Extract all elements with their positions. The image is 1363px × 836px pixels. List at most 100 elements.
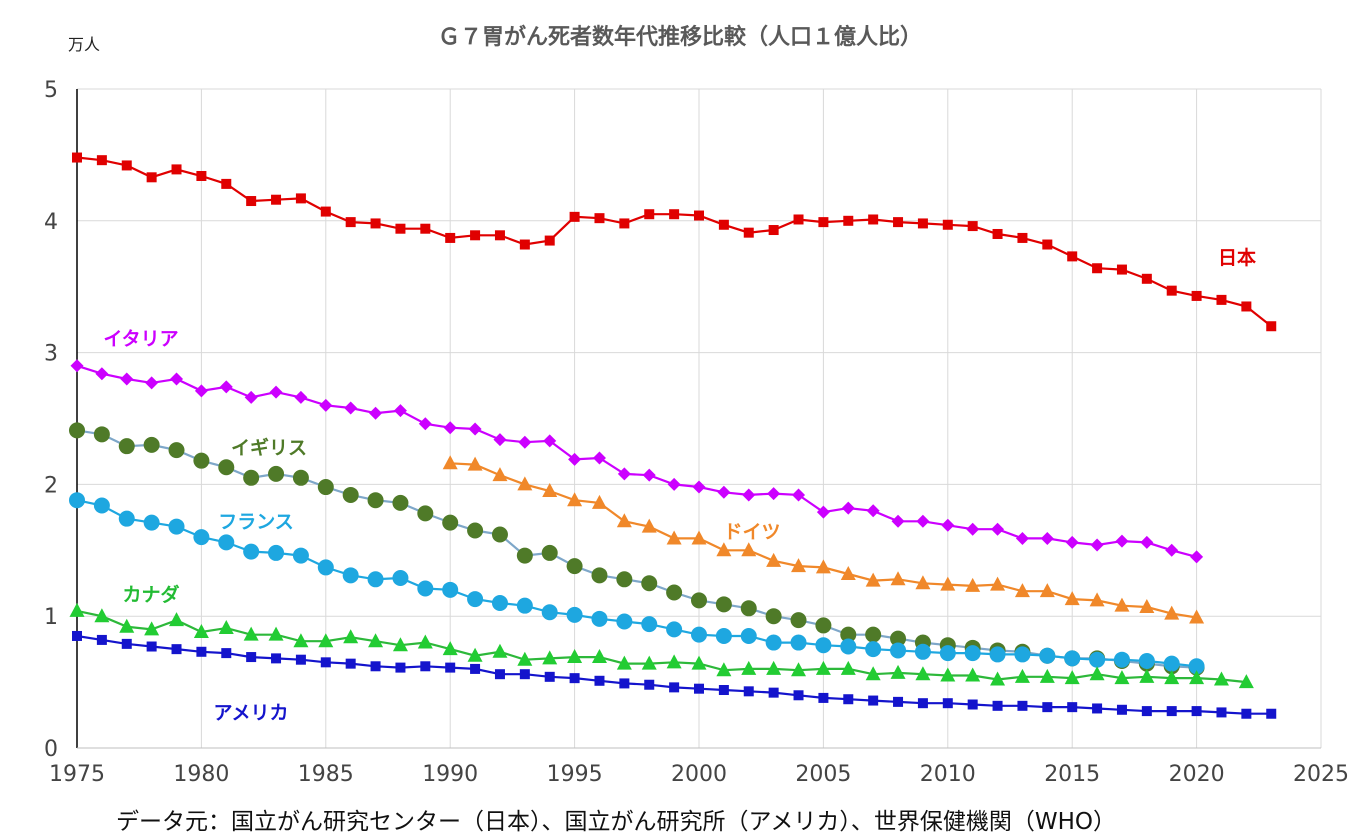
data-point [743, 227, 754, 238]
data-point [518, 435, 532, 449]
data-point [1216, 294, 1227, 305]
data-point [143, 436, 160, 453]
data-point [368, 633, 384, 648]
data-point [369, 406, 383, 420]
data-point [890, 571, 906, 586]
series-label: イギリス [231, 437, 307, 459]
data-point [494, 669, 505, 680]
data-point [1039, 647, 1056, 664]
data-point [890, 642, 907, 659]
data-point [1138, 653, 1155, 670]
data-point [644, 209, 655, 220]
data-point [370, 661, 381, 672]
data-point [569, 673, 580, 684]
data-point [617, 467, 631, 481]
data-point [295, 193, 306, 204]
data-point [367, 571, 384, 588]
data-point [1266, 321, 1277, 332]
data-point [715, 627, 732, 644]
data-point [317, 559, 334, 576]
data-point [246, 652, 257, 663]
data-point [718, 685, 729, 696]
data-point [840, 626, 857, 643]
data-point [591, 567, 608, 584]
data-point [767, 487, 781, 501]
data-point [566, 558, 583, 575]
x-tick-label: 2000 [671, 762, 727, 787]
data-point [965, 667, 981, 682]
data-point [591, 649, 607, 664]
series-label: 日本 [1218, 246, 1256, 269]
data-point [666, 584, 683, 601]
series-1 [70, 359, 1204, 564]
data-point [740, 600, 757, 617]
series-line [76, 609, 1247, 684]
series-label: アメリカ [213, 702, 288, 724]
data-point [470, 663, 481, 674]
data-point [168, 518, 185, 535]
data-point [268, 544, 285, 561]
data-point [691, 530, 707, 545]
data-point [196, 170, 207, 181]
data-point [393, 404, 407, 418]
data-point [243, 469, 260, 486]
data-point [718, 219, 729, 230]
data-point [840, 660, 856, 675]
data-point [641, 575, 658, 592]
data-point [940, 667, 956, 682]
data-point [815, 617, 832, 634]
data-point [1090, 538, 1104, 552]
data-point [70, 359, 84, 373]
data-point [692, 480, 706, 494]
data-point [890, 664, 906, 679]
data-point [395, 223, 406, 234]
gridlines [76, 88, 1322, 749]
data-point [1064, 670, 1080, 685]
data-point [1164, 670, 1180, 685]
data-point [467, 456, 483, 471]
data-point [494, 230, 505, 241]
series-line [76, 499, 1197, 668]
data-point [1116, 264, 1127, 275]
data-point [642, 468, 656, 482]
data-point [594, 675, 605, 686]
data-point [1139, 668, 1155, 683]
data-point [567, 492, 583, 507]
x-tick-label: 1975 [49, 762, 105, 787]
data-point [420, 661, 431, 672]
data-point [120, 372, 134, 386]
data-point [1114, 670, 1130, 685]
data-point [716, 542, 732, 557]
series-0 [72, 152, 1277, 332]
data-point [1163, 655, 1180, 672]
data-point [616, 655, 632, 670]
data-point [1188, 658, 1205, 675]
data-point [990, 576, 1006, 591]
y-tick-label: 5 [44, 78, 58, 103]
data-point [791, 662, 807, 677]
data-point [619, 678, 630, 689]
data-point [417, 580, 434, 597]
data-point [616, 513, 632, 528]
data-point [818, 217, 829, 228]
data-point [592, 451, 606, 465]
data-point [893, 217, 904, 228]
data-point [1189, 670, 1205, 685]
y-tick-label: 3 [44, 342, 58, 367]
series-line [76, 364, 1197, 558]
data-point [118, 510, 135, 527]
data-point [119, 618, 135, 633]
data-point [694, 210, 704, 221]
data-point [343, 629, 359, 644]
data-point [891, 514, 905, 528]
data-point [1114, 597, 1130, 612]
data-point [619, 218, 630, 229]
data-point [1089, 666, 1105, 681]
data-point [221, 648, 232, 659]
data-point [345, 217, 356, 228]
data-point [591, 494, 607, 509]
data-point [1191, 290, 1202, 301]
data-point [967, 221, 978, 232]
data-point [691, 626, 707, 643]
